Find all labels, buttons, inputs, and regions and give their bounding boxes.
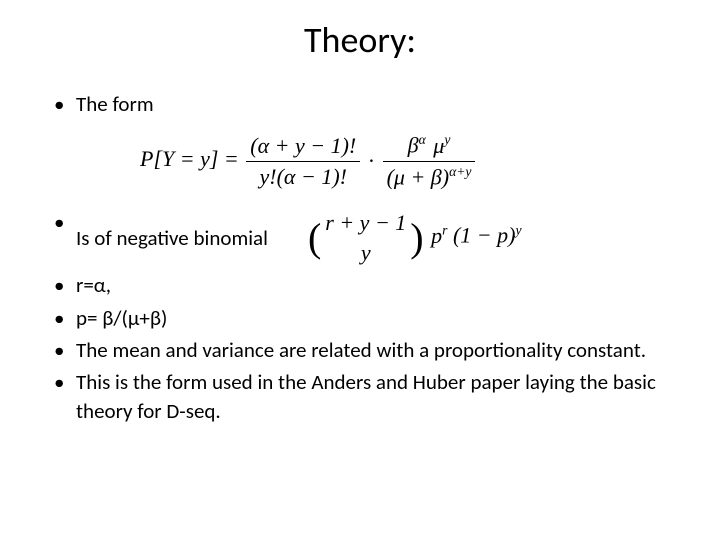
bullet-text: This is the form used in the Anders and …: [76, 369, 656, 423]
binom-frac: r + y − 1 y: [321, 208, 410, 267]
frac2-den: (μ + β)α+y: [383, 162, 476, 190]
bullet-r-alpha: r=α,: [54, 271, 680, 299]
bullet-anders: This is the form used in the Anders and …: [54, 368, 680, 425]
formula-frac1: (α + y − 1)! y!(α − 1)!: [246, 133, 360, 190]
bullet-p-eq: p= β/(μ+β): [54, 304, 680, 332]
bullet-text: The form: [76, 91, 154, 117]
bullet-text: p= β/(μ+β): [76, 305, 167, 331]
beta: β: [408, 133, 419, 158]
den-base: (μ + β): [387, 164, 450, 189]
frac1-num: (α + y − 1)!: [246, 133, 360, 162]
formula-nb: ( r + y − 1 y ) pr (1 − p)y: [308, 208, 522, 267]
formula-lhs: P[Y = y] =: [140, 146, 239, 171]
mu-exp: y: [444, 132, 450, 147]
bullet-mean-var: The mean and variance are related with a…: [54, 336, 680, 364]
bullet-neg-binomial: Is of negative binomial ( r + y − 1 y ) …: [54, 208, 680, 267]
p-base: p: [431, 223, 442, 248]
slide-title: Theory:: [40, 18, 680, 62]
beta-exp: α: [419, 132, 426, 147]
frac1-den: y!(α − 1)!: [246, 162, 360, 190]
bullet-text: The mean and variance are related with a…: [76, 337, 646, 363]
mu: μ: [433, 133, 444, 158]
binom-top: r + y − 1: [321, 208, 410, 238]
formula-frac2: βα μy (μ + β)α+y: [383, 132, 476, 190]
bullet-list: The form: [40, 90, 680, 118]
frac2-num: βα μy: [383, 132, 476, 161]
bullet-text: Is of negative binomial: [76, 224, 268, 252]
q-base: (1 − p): [453, 223, 516, 248]
bullet-list-2: Is of negative binomial ( r + y − 1 y ) …: [40, 208, 680, 425]
den-exp: α+y: [449, 164, 471, 179]
q-exp: y: [515, 222, 521, 237]
binom-bot: y: [321, 238, 410, 268]
bullet-the-form: The form: [54, 90, 680, 118]
slide: Theory: The form P[Y = y] = (α + y − 1)!…: [0, 0, 720, 540]
p-exp: r: [442, 222, 447, 237]
bullet-text: r=α,: [76, 272, 111, 298]
formula-main: P[Y = y] = (α + y − 1)! y!(α − 1)! · βα …: [140, 132, 680, 190]
